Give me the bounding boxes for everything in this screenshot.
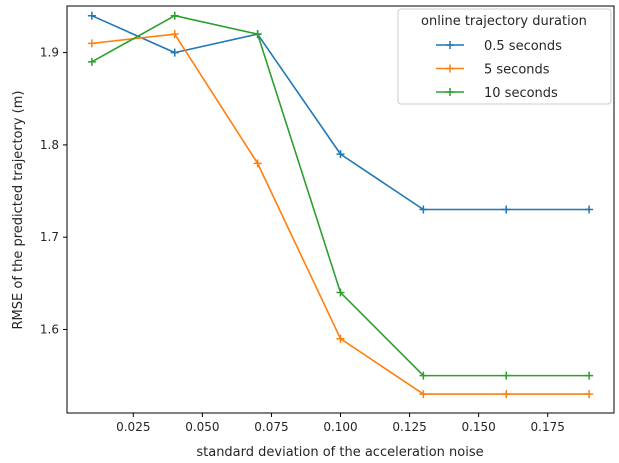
series-2	[87, 30, 594, 399]
data-point-marker	[87, 11, 96, 20]
data-point-marker	[170, 48, 179, 57]
data-point-marker	[87, 57, 96, 66]
data-point-marker	[336, 334, 345, 343]
data-point-marker	[170, 11, 179, 20]
legend-entry: 0.5 seconds	[436, 39, 562, 54]
y-axis-label: RMSE of the predicted trajectory (m)	[11, 91, 26, 330]
series-layer	[87, 11, 594, 399]
x-tick-label: 0.075	[254, 420, 288, 434]
data-point-marker	[170, 30, 179, 39]
data-point-marker	[502, 205, 511, 214]
data-point-marker	[419, 205, 428, 214]
y-tick-label: 1.8	[40, 138, 59, 152]
data-point-marker	[502, 371, 511, 380]
y-axis-ticks: 1.6 1.7 1.8 1.9	[40, 46, 67, 336]
x-axis-ticks: 0.025 0.050 0.075 0.100 0.125 0.150 0.175	[116, 413, 565, 434]
data-point-marker	[585, 390, 594, 399]
x-tick-label: 0.100	[323, 420, 357, 434]
x-axis-label: standard deviation of the acceleration n…	[196, 445, 483, 460]
legend-entry: 10 seconds	[436, 86, 558, 101]
y-tick-label: 1.6	[40, 322, 59, 336]
legend-entry: 5 seconds	[436, 63, 550, 78]
data-point-marker	[253, 30, 262, 39]
x-tick-label: 0.025	[116, 420, 150, 434]
data-point-marker	[253, 159, 262, 168]
x-tick-label: 0.175	[531, 420, 565, 434]
legend-box	[397, 8, 612, 105]
series-3	[87, 11, 594, 380]
data-point-marker	[585, 371, 594, 380]
x-tick-label: 0.125	[392, 420, 426, 434]
data-point-marker	[502, 390, 511, 399]
data-point-marker	[336, 288, 345, 297]
data-point-marker	[336, 150, 345, 159]
x-tick-label: 0.050	[185, 420, 219, 434]
legend-entries: 0.5 seconds 5 seconds 10 seconds	[436, 39, 562, 101]
legend-swatch-marker	[446, 41, 454, 49]
y-tick-label: 1.7	[40, 230, 59, 244]
y-tick-label: 1.9	[40, 46, 59, 60]
plot-frame	[66, 5, 615, 414]
legend-swatch-marker	[446, 64, 454, 73]
x-tick-label: 0.150	[461, 420, 495, 434]
legend-swatch-marker	[446, 88, 454, 96]
data-point-marker	[419, 371, 428, 380]
legend-label: 0.5 seconds	[484, 39, 562, 54]
legend: online trajectory duration 0.5 seconds 5 …	[397, 8, 612, 105]
data-point-marker	[585, 205, 594, 214]
data-point-marker	[87, 39, 96, 48]
legend-label: 10 seconds	[484, 86, 558, 101]
legend-title: online trajectory duration	[421, 14, 587, 29]
data-point-marker	[419, 390, 428, 399]
legend-label: 5 seconds	[484, 63, 550, 78]
series-1	[87, 11, 594, 214]
